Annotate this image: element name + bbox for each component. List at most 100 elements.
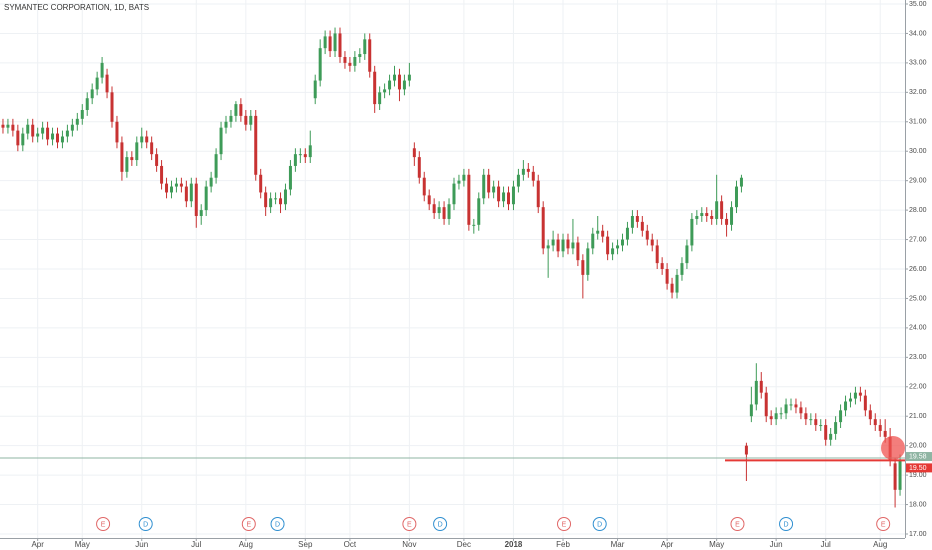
candle-body [848,398,852,402]
candle-body [497,186,501,202]
y-tick-label: 31.00 [909,119,927,126]
candle-body [591,233,595,249]
y-tick-label: 17.00 [909,531,927,538]
candle-body [606,236,610,255]
candle-body [274,198,278,200]
candle-body [407,74,411,81]
candle-body [70,124,74,131]
candle-body [75,118,79,125]
x-tick-label: Sep [298,540,313,549]
candle-body [502,192,506,202]
candle-body [620,239,624,246]
candle-body [140,136,144,143]
event-label: E [407,521,412,528]
candle-body [596,230,600,234]
candle-body [135,142,139,161]
candle-body [730,207,734,225]
candle-body [725,218,729,225]
candle-body [308,145,312,158]
candle-body [264,192,268,208]
candle-body [492,186,496,193]
candle-body [581,260,585,275]
candle-body [844,401,848,411]
candle-body [556,239,560,252]
candle-body [31,124,35,137]
candle-body [873,419,877,426]
candle-body [234,104,238,116]
event-marker [402,517,417,531]
candle-body [774,413,778,420]
candle-body [244,115,248,125]
y-tick-label: 18.00 [909,501,927,508]
candle-body [616,245,620,249]
x-tick-label: Aug [239,540,253,549]
candle-body [338,33,342,57]
candle-body [784,404,788,414]
y-tick-label: 25.00 [909,295,927,302]
candle-body [571,242,575,249]
candle-body [814,419,818,426]
candle-body [209,177,213,187]
candle-body [690,218,694,246]
candle-body [516,174,520,187]
event-label: D [784,521,789,528]
candle-body [333,33,337,52]
candle-body [46,127,50,140]
event-label: E [101,521,106,528]
highlight-circle [881,436,905,460]
candle-body [625,227,629,240]
candle-body [41,127,45,134]
x-tick-label: Jun [770,540,783,549]
candle-body [734,186,738,208]
y-tick-label: 26.00 [909,266,927,273]
candle-body [546,245,550,249]
candle-body [249,115,253,125]
candle-body [90,89,94,99]
candle-body [100,62,104,78]
event-marker [876,517,891,531]
event-label: E [246,521,251,528]
candle-body [883,430,887,437]
candle-body [259,174,263,193]
candle-body [779,413,783,415]
candle-body [378,92,382,105]
x-tick-label: Nov [402,540,416,549]
event-label: E [881,521,886,528]
candle-body [219,127,223,155]
candle-body [739,177,743,187]
candle-body [551,239,555,246]
candle-body [749,404,753,417]
event-label: E [735,521,740,528]
candle-body [393,74,397,81]
chart-title: SYMANTEC CORPORATION, 1D, BATS [4,3,149,12]
candle-body [586,248,590,275]
candle-body [110,92,114,122]
candle-body [541,207,545,249]
candle-body [80,110,84,119]
candle-body [824,425,828,440]
candles [1,27,902,508]
candle-body [293,154,297,166]
candle-body [511,186,515,205]
x-tick-label: May [709,540,724,549]
candle-body [710,216,714,219]
candle-body [323,36,327,49]
candle-body [145,136,149,143]
candle-body [893,463,897,490]
candle-body [744,445,748,455]
event-label: D [143,521,148,528]
candle-body [388,80,392,90]
x-tick-label: 2018 [505,540,523,549]
candle-body [412,148,416,158]
candle-body [204,186,208,211]
event-marker [557,517,572,531]
x-tick-label: May [75,540,90,549]
candle-body [819,425,823,427]
candle-body [764,392,768,417]
y-tick-label: 28.00 [909,207,927,214]
candle-body [462,174,466,181]
candle-body [169,186,173,193]
price-label-box [906,452,932,462]
